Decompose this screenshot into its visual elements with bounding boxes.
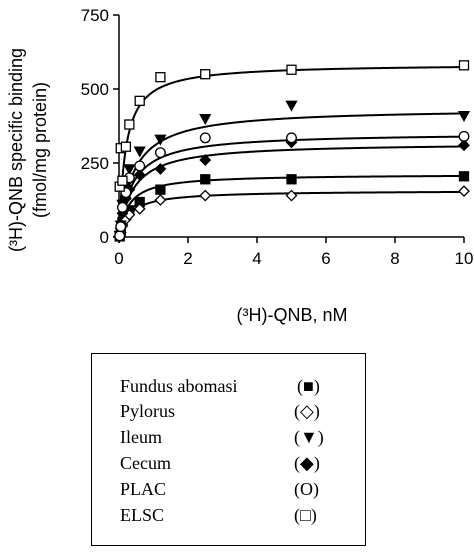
x-tick-label: 10 bbox=[455, 249, 474, 268]
data-point bbox=[285, 189, 298, 202]
data-point bbox=[123, 164, 136, 176]
fit-curve bbox=[118, 112, 465, 238]
legend: Fundus abomasi (■) Pylorus (◇) Ileum (▼)… bbox=[91, 353, 366, 546]
x-tick-label: 4 bbox=[252, 249, 261, 268]
data-points bbox=[113, 60, 471, 243]
y-axis-label-line2: (fmol/mg protein) bbox=[30, 82, 50, 218]
y-tick-label: 250 bbox=[81, 154, 109, 173]
data-point bbox=[155, 184, 166, 195]
legend-label: Pylorus bbox=[120, 401, 176, 421]
legend-label: Fundus abomasi bbox=[120, 376, 238, 396]
legend-label: ELSC bbox=[120, 505, 165, 525]
data-point bbox=[199, 113, 212, 125]
data-point bbox=[116, 201, 128, 213]
axes: 0 250 500 750 0 2 4 6 8 10 bbox=[81, 6, 474, 268]
x-axis-label: (³H)-QNB, nM bbox=[237, 305, 348, 325]
data-point bbox=[457, 110, 471, 122]
circle-open-icon: (O) bbox=[294, 479, 319, 499]
data-point bbox=[154, 134, 167, 146]
data-point bbox=[199, 132, 211, 144]
data-point bbox=[114, 230, 126, 242]
data-point bbox=[134, 160, 146, 172]
y-tick-label: 500 bbox=[81, 80, 109, 99]
data-point bbox=[120, 141, 132, 152]
diamond-open-icon: (◇) bbox=[294, 401, 320, 421]
square-open-icon: (□) bbox=[294, 505, 317, 525]
fit-curve bbox=[118, 145, 465, 238]
y-tick-label: 750 bbox=[81, 6, 109, 25]
data-point bbox=[124, 119, 135, 130]
data-point bbox=[199, 189, 212, 202]
x-tick-label: 0 bbox=[114, 249, 123, 268]
data-point bbox=[133, 168, 146, 181]
legend-label: Ileum bbox=[120, 427, 162, 447]
data-point bbox=[286, 132, 297, 144]
data-point bbox=[115, 221, 127, 233]
data-point bbox=[154, 163, 167, 175]
triangle-down-filled-icon: (▼) bbox=[294, 427, 324, 447]
x-tick-label: 8 bbox=[390, 249, 399, 268]
data-point bbox=[285, 100, 298, 112]
data-point bbox=[199, 154, 212, 166]
square-filled-icon: (■) bbox=[297, 376, 320, 396]
data-point bbox=[286, 64, 297, 75]
data-point bbox=[458, 171, 470, 182]
legend-item-pylorus: Pylorus (◇) bbox=[120, 401, 360, 425]
legend-label: PLAC bbox=[120, 479, 167, 499]
data-point bbox=[117, 175, 128, 186]
diamond-filled-icon: (◆) bbox=[294, 453, 320, 473]
data-point bbox=[154, 194, 167, 206]
legend-item-elsc: ELSC (□) bbox=[120, 505, 360, 529]
fit-curve bbox=[118, 174, 464, 238]
data-point bbox=[133, 202, 146, 215]
fit-curve bbox=[118, 66, 465, 238]
data-point bbox=[200, 174, 211, 185]
data-point bbox=[134, 95, 145, 106]
legend-item-cecum: Cecum (◆) bbox=[120, 453, 360, 477]
data-point bbox=[458, 139, 470, 152]
data-point bbox=[458, 60, 470, 71]
y-axis-label-line1: (³H)-QNB specific binding bbox=[6, 48, 26, 252]
data-point bbox=[154, 147, 166, 159]
x-tick-label: 2 bbox=[183, 249, 192, 268]
legend-label: Cecum bbox=[120, 453, 171, 473]
legend-item-fundus-abomasi: Fundus abomasi (■) bbox=[120, 376, 360, 400]
y-tick-label: 0 bbox=[100, 228, 109, 247]
legend-item-plac: PLAC (O) bbox=[120, 479, 360, 503]
fit-curve bbox=[118, 135, 465, 238]
x-tick-label: 6 bbox=[321, 249, 330, 268]
data-point bbox=[155, 72, 166, 83]
data-point bbox=[133, 146, 146, 158]
fit-curves bbox=[118, 66, 465, 238]
legend-item-ileum: Ileum (▼) bbox=[120, 427, 360, 451]
data-point bbox=[200, 69, 211, 80]
data-point bbox=[458, 185, 470, 198]
data-point bbox=[286, 174, 297, 185]
data-point bbox=[458, 130, 470, 142]
